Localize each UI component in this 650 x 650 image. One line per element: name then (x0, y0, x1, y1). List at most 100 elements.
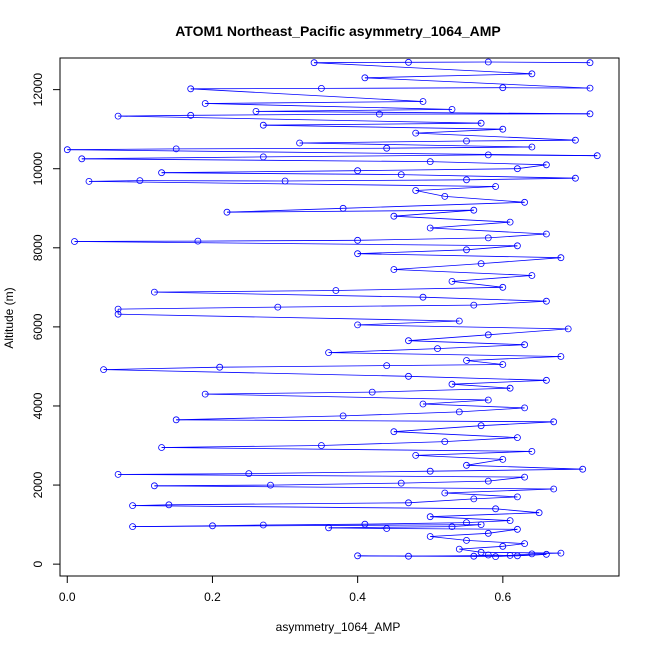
series-segment (67, 149, 598, 157)
data-point (390, 212, 398, 220)
chart-title: ATOM1 Northeast_Pacific asymmetry_1064_A… (175, 23, 501, 39)
data-point (397, 479, 405, 487)
data-point (514, 434, 521, 442)
series-segment (226, 207, 344, 213)
data-point (426, 158, 434, 166)
data-point (484, 551, 492, 559)
data-point (441, 438, 449, 446)
data-point (317, 442, 325, 449)
data-point (172, 145, 180, 153)
data-point (281, 177, 289, 185)
y-tick-label: 6000 (31, 313, 45, 340)
series-segment (154, 485, 554, 490)
data-point (383, 362, 391, 370)
data-point (499, 361, 507, 368)
series-segment (437, 344, 525, 349)
data-point (564, 325, 572, 333)
series-segment (190, 88, 424, 102)
series-segment (74, 241, 518, 247)
series-segment (444, 492, 518, 498)
x-tick-label: 0.0 (59, 590, 76, 604)
data-point (201, 390, 209, 398)
series-segment (357, 168, 518, 172)
series-segment (495, 553, 547, 557)
series-segment (154, 290, 336, 293)
series-segment (176, 415, 344, 421)
data-point (100, 366, 107, 374)
data-point (499, 125, 507, 133)
data-point (354, 236, 362, 244)
data-point (528, 143, 536, 151)
data-point (114, 305, 122, 313)
data-point (492, 553, 500, 560)
x-tick-label: 0.4 (349, 590, 366, 604)
series-segment (393, 431, 518, 438)
series-segment (255, 109, 453, 112)
series-segment (168, 502, 409, 506)
data-point (419, 98, 427, 105)
series-segment (205, 101, 424, 104)
data-point (390, 428, 398, 436)
series-segment (219, 365, 387, 368)
data-point (150, 482, 158, 490)
data-point (499, 84, 507, 92)
series-segment (118, 306, 278, 310)
data-point (375, 110, 383, 118)
series-segment (451, 275, 532, 282)
series-segment (277, 304, 474, 308)
series-segment (430, 161, 547, 166)
series-segment (205, 391, 373, 395)
data-point (514, 242, 521, 250)
data-point (470, 301, 478, 309)
series-segment (132, 504, 169, 506)
series-segment (502, 543, 525, 547)
data-point (528, 70, 536, 78)
data-point (441, 192, 449, 200)
series-segment (393, 425, 482, 433)
data-point (477, 260, 485, 268)
data-point (550, 418, 558, 426)
data-point (528, 447, 536, 455)
series-segment (118, 115, 482, 124)
series-segment (190, 113, 380, 116)
data-point (129, 523, 137, 530)
series-segment (466, 356, 561, 361)
series-segment (408, 340, 525, 346)
series-segment (321, 87, 503, 89)
series-segment (263, 124, 503, 130)
series-segment (466, 520, 511, 523)
data-point (521, 341, 528, 349)
series-segment (415, 132, 576, 141)
data-point (165, 501, 173, 509)
data-point (448, 523, 456, 530)
data-point (506, 552, 514, 559)
data-point (557, 254, 565, 262)
series-segment (118, 473, 249, 475)
series-segment (205, 103, 453, 110)
series-segment (248, 470, 431, 474)
series-segment (459, 548, 482, 553)
data-point (383, 144, 391, 152)
data-point (593, 152, 601, 160)
series-segment (357, 249, 467, 255)
data-point (586, 84, 594, 92)
data-point (267, 481, 274, 489)
data-point (216, 363, 224, 371)
series-segment (314, 62, 532, 75)
series-segment (154, 484, 271, 487)
series-segment (393, 269, 532, 276)
series-segment (466, 540, 525, 544)
data-point (274, 303, 282, 311)
data-point (426, 224, 434, 232)
x-axis-label: asymmetry_1064_AMP (276, 620, 401, 634)
data-point (557, 353, 565, 360)
data-point (514, 525, 521, 533)
series-segment (103, 366, 220, 370)
data-point (572, 136, 579, 144)
data-point (405, 552, 412, 560)
series-segment (488, 476, 525, 482)
series-segment (328, 352, 561, 357)
data-point (477, 119, 485, 127)
data-point (325, 524, 333, 532)
series-segment (263, 523, 365, 526)
